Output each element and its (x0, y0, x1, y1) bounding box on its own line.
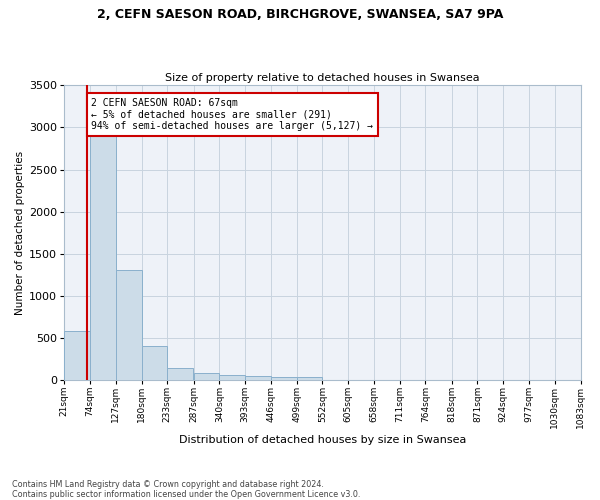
Bar (220, 375, 245, 380)
Text: 2 CEFN SAESON ROAD: 67sqm
← 5% of detached houses are smaller (291)
94% of semi-: 2 CEFN SAESON ROAD: 67sqm ← 5% of detach… (91, 98, 373, 131)
Text: 2, CEFN SAESON ROAD, BIRCHGROVE, SWANSEA, SA7 9PA: 2, CEFN SAESON ROAD, BIRCHGROVE, SWANSEA… (97, 8, 503, 20)
Title: Size of property relative to detached houses in Swansea: Size of property relative to detached ho… (165, 73, 479, 83)
Bar (142, 346, 167, 380)
X-axis label: Distribution of detached houses by size in Swansea: Distribution of detached houses by size … (179, 435, 466, 445)
Bar (296, 376, 322, 380)
Bar (64, 332, 90, 380)
Bar (194, 373, 220, 380)
Text: Contains HM Land Registry data © Crown copyright and database right 2024.
Contai: Contains HM Land Registry data © Crown c… (12, 480, 361, 499)
Bar (116, 270, 142, 380)
Y-axis label: Number of detached properties: Number of detached properties (15, 150, 25, 315)
Bar (167, 368, 193, 380)
Bar (90, 134, 116, 380)
Bar (245, 376, 271, 380)
Bar (271, 376, 296, 380)
